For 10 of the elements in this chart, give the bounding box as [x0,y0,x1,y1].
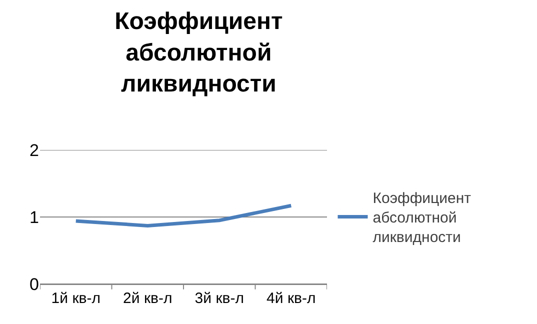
y-tick-label: 2 [30,140,39,160]
y-tick-label: 1 [30,208,39,227]
line-series [74,204,293,228]
legend-label: Коэффициент абсолютной ликвидности [372,190,472,246]
x-tick-label: 1й кв-л [51,290,100,307]
x-tick-label: 2й кв-л [123,290,172,307]
x-tick-label: 3й кв-л [194,290,244,307]
x-tick-label: 4й кв-л [266,290,316,307]
y-tick-label: 0 [30,274,39,294]
chart-title: Коэффициент абсолютной ликвидности [114,8,283,98]
